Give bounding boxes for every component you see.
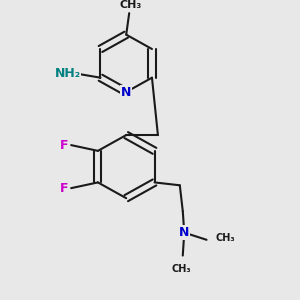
Text: F: F [60, 139, 69, 152]
Text: F: F [60, 182, 69, 195]
Text: NH₂: NH₂ [55, 67, 81, 80]
Text: CH₃: CH₃ [172, 264, 191, 274]
Text: CH₃: CH₃ [120, 0, 142, 10]
Text: N: N [179, 226, 189, 239]
Text: N: N [121, 85, 131, 98]
Text: CH₃: CH₃ [215, 233, 235, 243]
